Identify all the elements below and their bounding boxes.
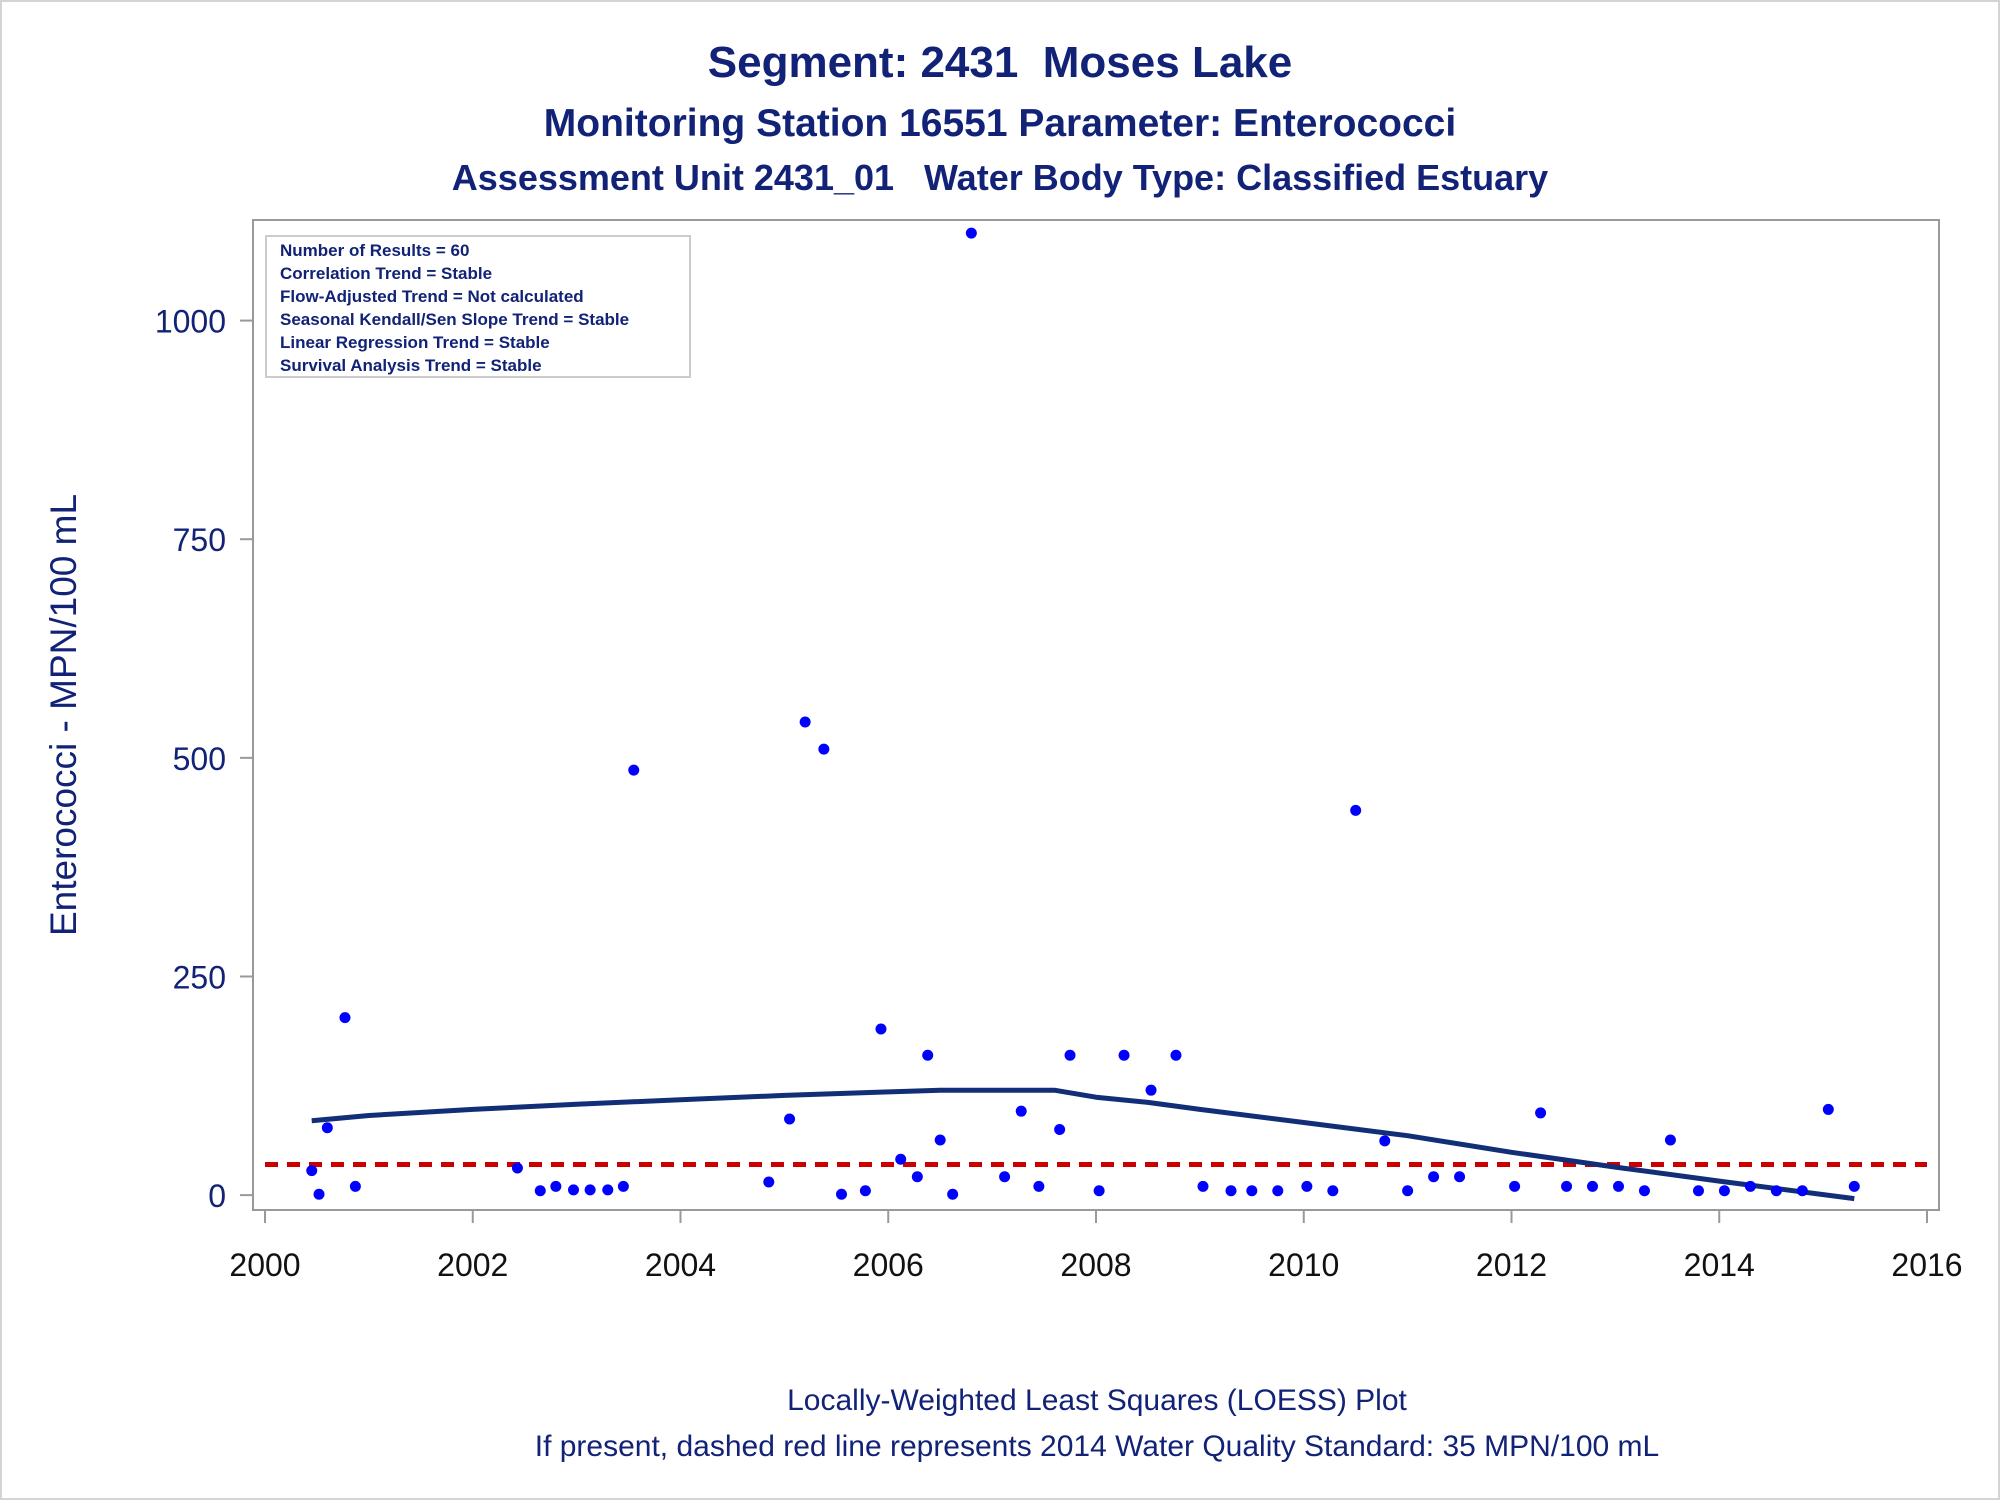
data-point	[934, 1134, 946, 1146]
data-point	[1770, 1185, 1782, 1197]
data-point	[1664, 1134, 1676, 1146]
data-point	[1796, 1185, 1808, 1197]
y-axis: 0 250 500 750 1000	[155, 304, 253, 1214]
loess-line	[311, 1087, 1855, 1202]
data-point	[1454, 1171, 1466, 1183]
data-point	[534, 1185, 546, 1197]
data-point	[1822, 1103, 1834, 1115]
chart-subtitle-station: Monitoring Station 16551 Parameter: Ente…	[543, 102, 1457, 145]
data-point	[1170, 1049, 1182, 1061]
x-tick-label: 2008	[1060, 1247, 1131, 1283]
data-point	[1509, 1180, 1521, 1192]
x-tick-label: 2002	[437, 1247, 508, 1283]
data-point	[617, 1180, 629, 1192]
data-point	[965, 227, 977, 239]
data-point	[1848, 1180, 1860, 1192]
x-axis: 2000 2002 2004 2006 2008 2010 2012 2014 2016	[229, 1210, 1963, 1283]
data-point	[1718, 1185, 1730, 1197]
data-point	[922, 1049, 934, 1061]
data-point	[339, 1012, 351, 1024]
data-point	[799, 716, 811, 728]
stats-box: Number of Results = 60 Correlation Trend…	[265, 235, 691, 378]
data-point	[1402, 1185, 1414, 1197]
data-point	[1093, 1185, 1105, 1197]
data-point	[1379, 1135, 1391, 1147]
data-point	[306, 1165, 318, 1177]
stats-line-linear-regression: Linear Regression Trend = Stable	[280, 333, 550, 352]
data-point	[568, 1184, 580, 1196]
data-point	[1350, 804, 1362, 816]
x-tick-label: 2000	[229, 1247, 300, 1283]
stats-line-seasonal-kendall: Seasonal Kendall/Sen Slope Trend = Stabl…	[280, 310, 629, 329]
chart-title: Segment: 2431 Moses Lake	[707, 38, 1293, 87]
data-point	[1428, 1171, 1440, 1183]
data-point	[763, 1176, 775, 1188]
data-point	[628, 764, 640, 776]
x-tick-label: 2004	[645, 1247, 716, 1283]
data-point	[1118, 1049, 1130, 1061]
data-point	[602, 1184, 614, 1196]
stats-line-flow-adjusted: Flow-Adjusted Trend = Not calculated	[280, 287, 584, 306]
data-point	[836, 1188, 848, 1200]
y-axis-label: Enterococci - MPN/100 mL	[43, 494, 84, 936]
footnote-loess: Locally-Weighted Least Squares (LOESS) P…	[787, 1384, 1407, 1417]
data-point	[584, 1184, 596, 1196]
loess-line-layer	[311, 1087, 1855, 1202]
data-point	[1327, 1185, 1339, 1197]
y-tick-label: 1000	[155, 304, 226, 340]
x-tick-label: 2006	[853, 1247, 924, 1283]
footnote-standard: If present, dashed red line represents 2…	[534, 1430, 1660, 1463]
data-point	[818, 743, 830, 755]
data-point	[1561, 1180, 1573, 1192]
y-tick-label: 500	[173, 741, 226, 777]
data-point	[999, 1171, 1011, 1183]
data-point	[784, 1113, 796, 1125]
data-point	[911, 1171, 923, 1183]
stats-line-results: Number of Results = 60	[280, 241, 469, 260]
data-point	[1638, 1185, 1650, 1197]
data-point	[511, 1162, 523, 1174]
data-point	[321, 1122, 333, 1134]
chart-subtitle-assessment: Assessment Unit 2431_01 Water Body Type:…	[451, 157, 1549, 198]
data-point	[1064, 1049, 1076, 1061]
data-point	[1225, 1185, 1237, 1197]
data-points-layer	[306, 227, 1860, 1200]
data-point	[1015, 1105, 1027, 1117]
data-point	[1145, 1084, 1157, 1096]
stats-box-border	[265, 235, 691, 378]
data-point	[1033, 1180, 1045, 1192]
data-point	[895, 1153, 907, 1165]
data-point	[550, 1180, 562, 1192]
data-point	[1587, 1180, 1599, 1192]
data-point	[1612, 1180, 1624, 1192]
data-point	[1301, 1180, 1313, 1192]
x-tick-label: 2014	[1684, 1247, 1755, 1283]
y-tick-label: 0	[208, 1178, 226, 1214]
y-tick-label: 750	[173, 522, 226, 558]
data-point	[1744, 1180, 1756, 1192]
data-point	[1054, 1124, 1066, 1136]
x-tick-label: 2016	[1891, 1247, 1962, 1283]
data-point	[349, 1180, 361, 1192]
stats-line-survival-analysis: Survival Analysis Trend = Stable	[280, 356, 542, 375]
data-point	[313, 1188, 325, 1200]
data-point	[1197, 1180, 1209, 1192]
data-point	[859, 1185, 871, 1197]
stats-line-correlation: Correlation Trend = Stable	[280, 264, 492, 283]
x-tick-label: 2012	[1476, 1247, 1547, 1283]
data-point	[947, 1188, 959, 1200]
data-point	[875, 1023, 887, 1035]
y-tick-label: 250	[173, 959, 226, 995]
data-point	[1535, 1107, 1547, 1119]
data-point	[1272, 1185, 1284, 1197]
data-point	[1692, 1185, 1704, 1197]
x-tick-label: 2010	[1268, 1247, 1339, 1283]
data-point	[1246, 1185, 1258, 1197]
